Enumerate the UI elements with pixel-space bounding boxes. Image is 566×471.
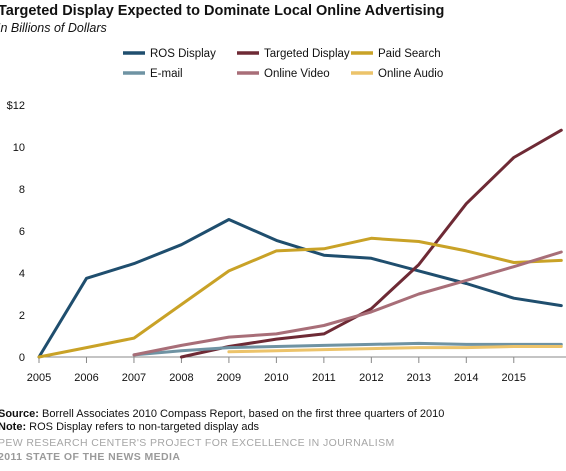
series-line-e-mail xyxy=(132,341,563,357)
legend-label-online-video: Online Video xyxy=(264,68,330,80)
x-tick-label: 2011 xyxy=(312,372,336,384)
source-label: Source: xyxy=(0,408,39,420)
y-tick-label: 0 xyxy=(19,352,25,364)
x-tick-label: 2014 xyxy=(454,372,478,384)
note-label: Note: xyxy=(0,421,27,433)
y-axis-tick-labels: 0 2 4 6 8 10 $12 xyxy=(7,100,25,364)
series-lines xyxy=(37,128,563,359)
x-tick-label: 2015 xyxy=(502,372,526,384)
legend-label-targeted-display: Targeted Display xyxy=(264,48,350,60)
series-line-targeted-display xyxy=(179,128,563,359)
legend-label-ros-display: ROS Display xyxy=(150,48,216,60)
legend-label-e-mail: E-mail xyxy=(150,68,183,80)
legend-label-online-audio: Online Audio xyxy=(378,68,443,80)
x-tick-label: 2006 xyxy=(74,372,98,384)
x-tick-label: 2005 xyxy=(27,372,51,384)
x-axis-ticks: 2005 2006 2007 2008 2009 2010 2011 2012 2013 2014… xyxy=(27,357,526,384)
legend-label-paid-search: Paid Search xyxy=(378,48,441,60)
note-text: ROS Display refers to non-targeted displ… xyxy=(29,421,260,433)
series-line-online-video xyxy=(132,250,563,357)
series-line-paid-search xyxy=(37,236,563,359)
source-note: Source: Borrell Associates 2010 Compass … xyxy=(0,408,444,420)
sotnm-credit: 2011 STATE OF THE NEWS MEDIA xyxy=(0,451,181,463)
y-tick-label: 2 xyxy=(19,310,25,322)
x-tick-label: 2013 xyxy=(407,372,431,384)
y-tick-label: 6 xyxy=(19,226,25,238)
legend: ROS Display Targeted Display Paid Search E-… xyxy=(123,48,443,80)
x-tick-label: 2007 xyxy=(122,372,146,384)
y-tick-label: 10 xyxy=(13,142,25,154)
x-tick-label: 2009 xyxy=(217,372,241,384)
source-text: Borrell Associates 2010 Compass Report, … xyxy=(42,408,445,420)
series-line-ros-display xyxy=(37,218,563,359)
series-line-online-audio xyxy=(227,345,563,354)
y-tick-label: $12 xyxy=(7,100,25,112)
x-tick-label: 2010 xyxy=(264,372,288,384)
y-tick-label: 8 xyxy=(19,184,25,196)
pew-credit: PEW RESEARCH CENTER'S PROJECT FOR EXCELL… xyxy=(0,437,395,449)
x-tick-label: 2012 xyxy=(359,372,383,384)
y-tick-label: 4 xyxy=(19,268,25,280)
line-chart: ROS Display Targeted Display Paid Search E-… xyxy=(7,48,566,384)
chart-subtitle: In Billions of Dollars xyxy=(0,21,107,35)
note: Note: ROS Display refers to non-targeted… xyxy=(0,421,259,433)
x-tick-label: 2008 xyxy=(169,372,193,384)
chart-title: Targeted Display Expected to Dominate Lo… xyxy=(0,3,445,19)
